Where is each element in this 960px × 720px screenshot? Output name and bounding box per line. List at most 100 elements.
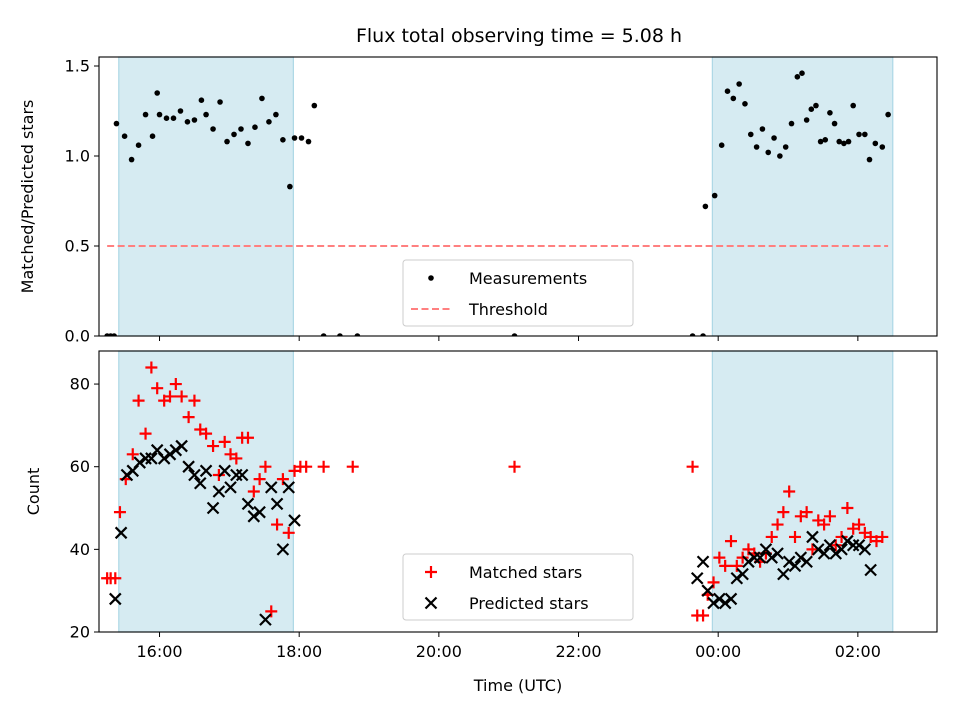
predicted-stars-point-21 [235,468,249,482]
matched-stars-point-18 [207,440,220,453]
measurements-point-54 [788,120,795,127]
measurements-point-48 [753,144,760,150]
matched-stars-point-62 [823,510,836,523]
y-tick-label-0: 20 [70,623,90,642]
predicted-stars-point-34 [707,596,720,610]
measurements-point-72 [879,144,886,150]
measurements-point-20 [224,138,230,145]
legend-marker-0 [428,275,434,281]
matched-stars-point-47 [736,551,749,564]
matched-stars-point-11 [163,390,176,403]
predicted-stars-point-47 [782,555,796,569]
x-tick-label-1: 18:00 [276,642,322,661]
measurements-point-43 [724,88,731,94]
matched-stars-point-52 [765,530,778,543]
predicted-stars-point-0 [109,592,122,606]
matched-stars-point-22 [230,452,243,465]
legend-marker-0 [425,566,437,578]
predicted-stars-point-24 [253,505,266,519]
matched-stars-point-5 [126,448,139,461]
x-axis-label: Time (UTC) [473,676,562,695]
matched-stars-point-61 [818,518,831,531]
shaded-interval-0 [118,56,294,337]
predicted-stars-point-14 [193,476,207,490]
predicted-stars-point-35 [713,592,726,606]
predicted-stars-point-37 [724,592,738,606]
predicted-stars-point-59 [852,538,866,552]
measurements-point-68 [856,131,862,138]
measurements-point-66 [845,138,852,145]
matched-stars-point-64 [835,530,848,543]
top-panel: 0.0 0.5 1.0 1.5 Matched/Predicted stars Measu… [18,56,938,346]
predicted-stars-point-53 [817,547,831,560]
measurements-point-25 [259,95,265,102]
measurements-point-47 [747,131,754,138]
measurements-point-65 [841,140,847,147]
matched-stars-point-15 [188,394,201,407]
matched-stars-point-26 [253,473,266,486]
measurements-point-67 [850,102,856,109]
matched-stars-point-27 [259,460,272,473]
predicted-stars-point-2 [120,468,134,482]
x-tick-label-4: 00:00 [695,642,741,661]
predicted-stars-point-4 [133,456,147,469]
measurements-point-69 [862,131,868,138]
matched-stars-point-6 [132,394,145,407]
legend-label-0: Measurements [469,269,587,288]
measurements-point-2 [111,333,117,336]
measurements-point-22 [238,126,244,132]
measurements-point-29 [287,183,293,190]
measurements-point-70 [866,156,873,163]
measurements-point-31 [298,135,305,141]
predicted-stars-point-46 [777,567,790,581]
matched-stars-point-12 [169,378,182,391]
matched-stars-point-44 [719,559,732,572]
predicted-stars-point-48 [788,559,802,573]
measurements-point-9 [154,90,160,96]
measurements-point-39 [700,333,706,336]
measurements-point-64 [836,138,843,145]
measurements-point-28 [280,137,286,143]
measurements-point-10 [156,111,163,118]
measurements-point-55 [794,74,801,80]
legend: Matched stars Predicted stars [402,553,634,621]
predicted-stars-point-44 [765,551,779,564]
predicted-stars-point-16 [206,501,220,515]
matched-stars-point-38 [686,460,699,473]
measurements-point-24 [252,124,258,130]
predicted-stars-point-8 [157,452,171,465]
x-tick-label-5: 02:00 [835,642,881,661]
predicted-stars-point-52 [812,543,825,556]
measurements-point-17 [203,111,209,118]
measurements-point-51 [771,135,777,141]
matched-stars-point-54 [777,506,790,519]
matched-stars-point-56 [789,530,802,543]
measurements-point-63 [831,120,838,127]
matched-stars-point-19 [212,468,225,481]
series-group [101,361,889,626]
measurements-point-59 [813,102,819,109]
predicted-stars-point-33 [701,584,714,597]
measurements-point-4 [121,133,128,139]
measurements-point-49 [759,126,766,132]
matched-stars-point-43 [713,551,726,564]
predicted-stars-point-40 [742,555,755,569]
matched-stars-point-25 [247,485,260,498]
legend-box [402,553,634,621]
measurements-point-57 [803,117,810,123]
matched-stars-point-7 [139,427,152,440]
predicted-stars-point-29 [282,481,295,494]
predicted-stars-point-56 [835,543,848,556]
axes-frame [98,56,938,337]
measurements-point-71 [872,140,879,147]
predicted-stars-point-1 [114,526,128,540]
measurements-point-35 [337,333,343,336]
shaded-interval-1 [711,56,894,337]
measurements-point-21 [231,131,237,138]
predicted-stars-point-15 [199,464,213,478]
matched-stars-point-20 [218,435,231,448]
measurements-point-12 [170,115,177,121]
matched-stars-point-65 [841,502,854,515]
predicted-stars-point-49 [794,551,808,564]
